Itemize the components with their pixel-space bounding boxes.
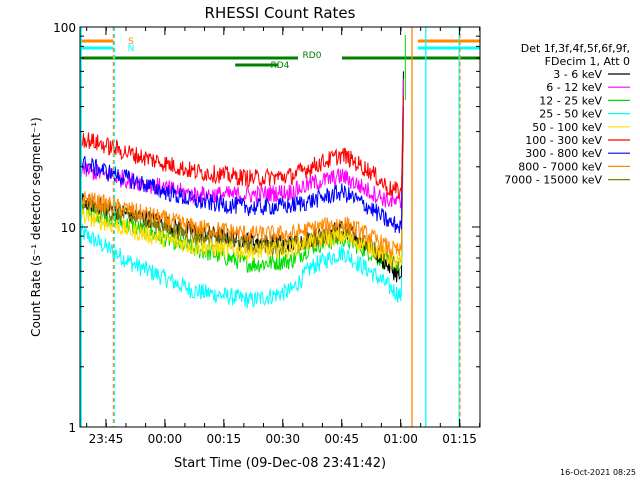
axes-layer: 23:45 00:00 00:15 00:30 00:45 01:00 01:15 1 10 10… bbox=[53, 21, 481, 446]
chart-title: RHESSI Count Rates bbox=[205, 4, 356, 22]
legend-entry-label: 25 - 50 keV bbox=[539, 108, 602, 121]
x-tick-label: 01:00 bbox=[383, 432, 418, 446]
legend-entry-label: 300 - 800 keV bbox=[525, 147, 602, 160]
legend-entry-label: 12 - 25 keV bbox=[539, 94, 602, 107]
x-tick-label: 00:45 bbox=[324, 432, 359, 446]
legend-entry-label: 7000 - 15000 keV bbox=[504, 174, 602, 187]
y-axis-label: Count Rate (s⁻¹ detector segment⁻¹) bbox=[29, 117, 43, 337]
legend-entry-label: 800 - 7000 keV bbox=[518, 160, 602, 173]
series-layer bbox=[79, 71, 404, 309]
x-tick-label: 01:15 bbox=[442, 432, 477, 446]
legend-entry-label: 50 - 100 keV bbox=[532, 121, 602, 134]
x-tick-label: 23:45 bbox=[89, 432, 124, 446]
plot-area: SN RD0 RD4 bbox=[79, 27, 480, 427]
series-line-6-12-kev bbox=[79, 78, 404, 209]
x-axis-label: Start Time (09-Dec-08 23:41:42) bbox=[174, 456, 386, 471]
bar-label-rd0: RD0 bbox=[303, 51, 322, 61]
series-line-800-7000-kev bbox=[79, 118, 404, 256]
legend-header-line-2: FDecim 1, Att 0 bbox=[545, 55, 630, 68]
x-tick-label: 00:15 bbox=[207, 432, 242, 446]
y-tick-label: 10 bbox=[61, 221, 76, 235]
y-tick-label: 100 bbox=[53, 21, 76, 35]
legend-entry-label: 100 - 300 keV bbox=[525, 134, 602, 147]
bar-label-s: S bbox=[128, 37, 134, 47]
legend: Det 1f,3f,4f,5f,6f,9f, FDecim 1, Att 0 3… bbox=[504, 42, 630, 187]
x-tick-label: 00:00 bbox=[148, 432, 183, 446]
series-line-100-300-kev bbox=[79, 96, 404, 199]
series-line-25-50-kev bbox=[79, 96, 404, 309]
vertical-lines-layer bbox=[80, 27, 461, 427]
timestamp: 16-Oct-2021 08:25 bbox=[560, 468, 636, 477]
legend-entry-label: 6 - 12 keV bbox=[546, 81, 602, 94]
legend-entry-label: 3 - 6 keV bbox=[553, 68, 602, 81]
series-line-300-800-kev bbox=[79, 106, 404, 234]
x-tick-label: 00:30 bbox=[265, 432, 300, 446]
status-bars-layer: SN RD0 RD4 bbox=[80, 37, 480, 71]
series-line-50-100-kev bbox=[79, 131, 404, 268]
bar-label-n: N bbox=[128, 44, 135, 54]
bar-label-rd4: RD4 bbox=[271, 61, 290, 71]
y-tick-label: 1 bbox=[68, 421, 76, 435]
legend-header-line-1: Det 1f,3f,4f,5f,6f,9f, bbox=[521, 42, 630, 55]
